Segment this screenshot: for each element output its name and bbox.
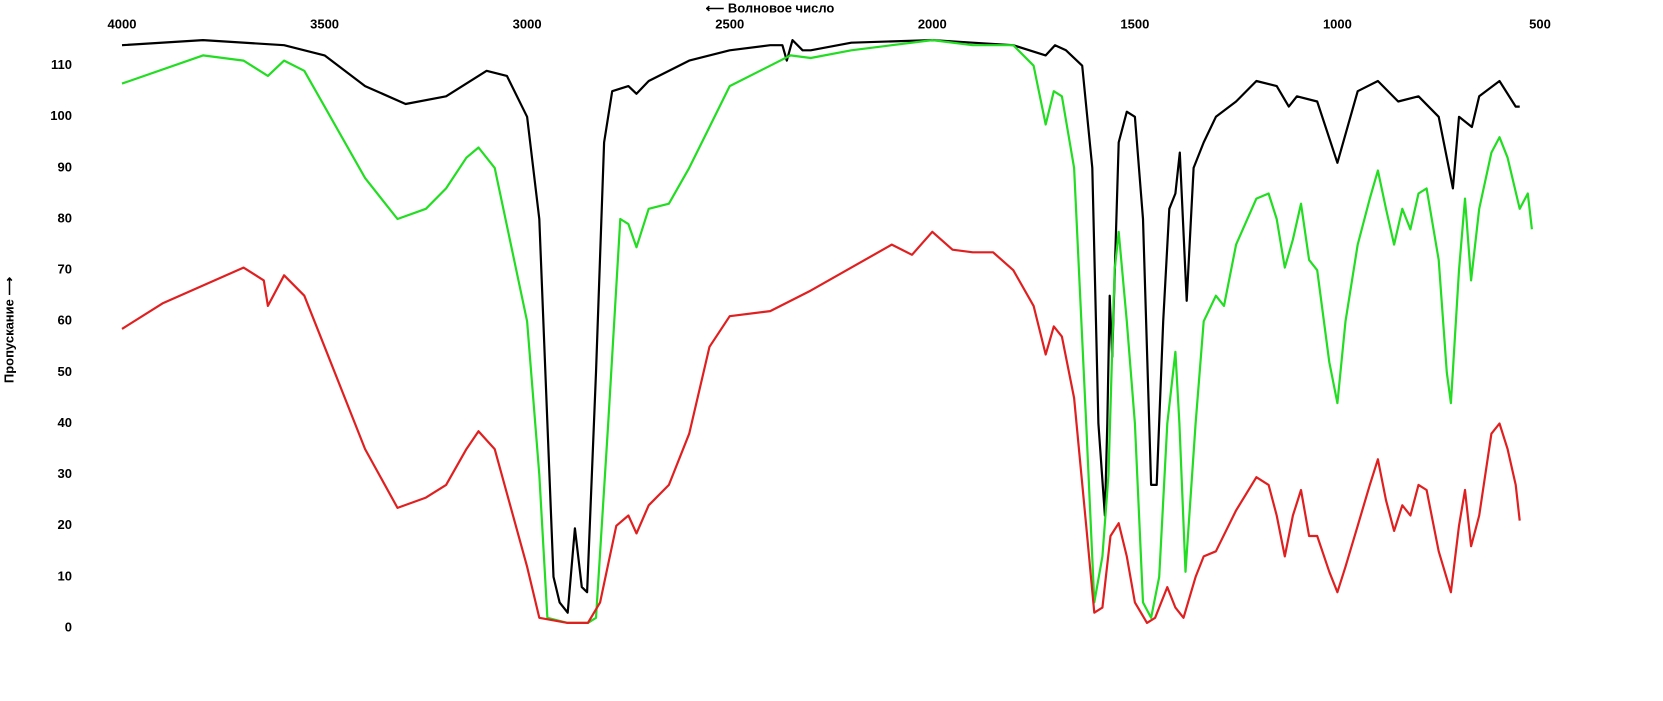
y-tick-label: 80 (58, 210, 72, 225)
y-tick-label: 70 (58, 262, 72, 277)
x-tick-label: 3500 (310, 16, 339, 31)
spectrum-line (121, 39, 1520, 614)
y-tick-label: 100 (50, 108, 72, 123)
y-tick-label: 30 (58, 466, 72, 481)
y-tick-label: 40 (58, 415, 72, 430)
y-tick-label: 20 (58, 517, 72, 532)
x-tick-label: 3000 (513, 16, 542, 31)
spectrum-line (121, 230, 1521, 624)
x-tick-label: 4000 (108, 16, 137, 31)
y-tick-label: 110 (51, 57, 72, 72)
y-tick-label: 50 (58, 364, 72, 379)
x-tick-label: 1000 (1323, 16, 1352, 31)
x-tick-label: 1500 (1120, 16, 1149, 31)
spectrum-line (121, 39, 1533, 624)
y-tick-label: 0 (65, 619, 72, 634)
y-tick-label: 10 (58, 568, 72, 583)
x-tick-label: 500 (1529, 16, 1551, 31)
y-axis-label: Пропускание ⟶ (1, 277, 16, 384)
y-tick-label: 90 (58, 159, 72, 174)
y-tick-label: 60 (58, 313, 72, 328)
x-axis-label: ⟵ Волновое число (706, 0, 835, 15)
x-tick-label: 2500 (715, 16, 744, 31)
x-tick-label: 2000 (918, 16, 947, 31)
